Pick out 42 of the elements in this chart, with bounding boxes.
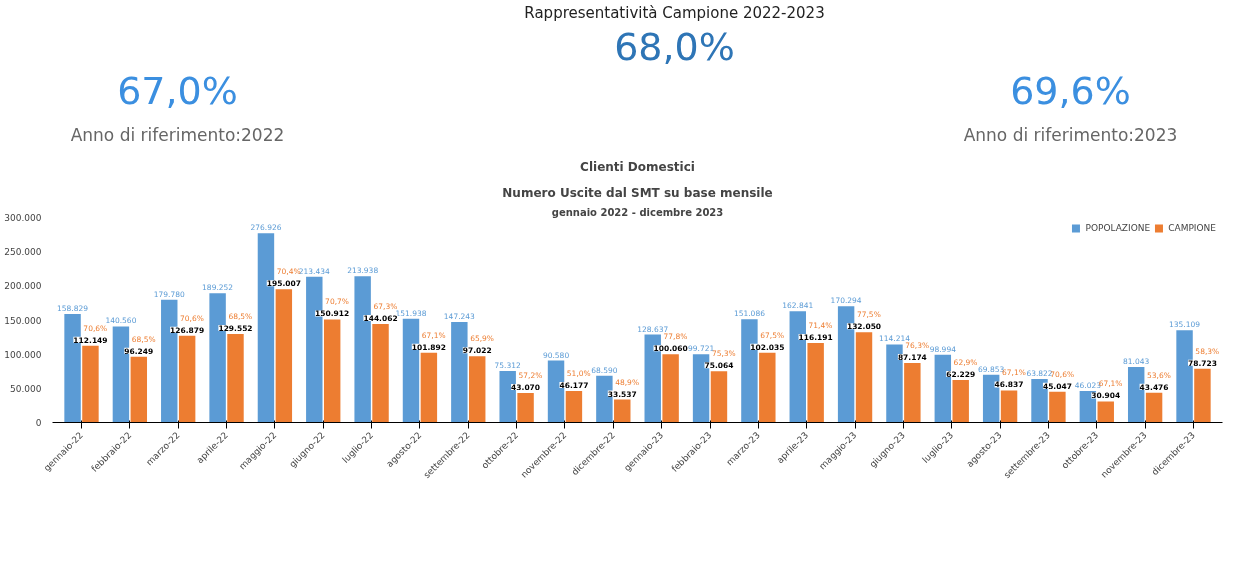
text: Anno di riferimento:2023: [963, 124, 1178, 145]
y-tick-label: 200.000: [4, 281, 42, 292]
bar: [517, 393, 534, 423]
bar: [807, 343, 824, 423]
bar: [855, 332, 873, 423]
bar: [904, 362, 921, 423]
text: 68,0%: [614, 24, 735, 69]
legend-label: CAMPIONE: [1168, 223, 1216, 233]
bar: [759, 352, 776, 423]
bar: [952, 379, 969, 423]
text: 69,6%: [1010, 68, 1131, 113]
y-tick-label: 250.000: [4, 247, 42, 258]
legend-label: POPOLAZIONE: [1085, 223, 1151, 233]
text: 67,0%: [117, 68, 238, 113]
y-tick-label: 100.000: [4, 349, 42, 360]
text: Rappresentatività Campione 2022-2023: [524, 3, 825, 22]
bar: [1049, 391, 1066, 423]
bar: [469, 356, 486, 423]
bar: [1000, 390, 1018, 423]
bar: [1194, 368, 1211, 423]
bar: [178, 335, 196, 423]
bar: [1145, 392, 1163, 423]
chart-title: Clienti Domestici: [580, 159, 695, 174]
bar: [323, 319, 341, 423]
bar: [82, 345, 99, 423]
bar: [710, 371, 728, 423]
y-tick-label: 50.000: [10, 383, 42, 394]
text: Anno di riferimento:2022: [70, 124, 285, 145]
bar: [420, 352, 438, 423]
text: gennaio 2022 - dicembre 2023: [551, 206, 724, 218]
chart-subtitle: Numero Uscite dal SMT su base mensile: [502, 185, 773, 200]
y-tick-label: 0: [35, 418, 42, 428]
bar: [372, 324, 389, 423]
y-tick-label: 150.000: [4, 315, 42, 326]
bar: [275, 289, 293, 423]
bar: [614, 399, 631, 423]
bar: [130, 356, 148, 423]
bar: [565, 390, 583, 423]
bar: [662, 354, 679, 423]
bar: [227, 333, 244, 423]
y-tick-label: 300.000: [4, 213, 42, 223]
bar: [1097, 401, 1114, 423]
